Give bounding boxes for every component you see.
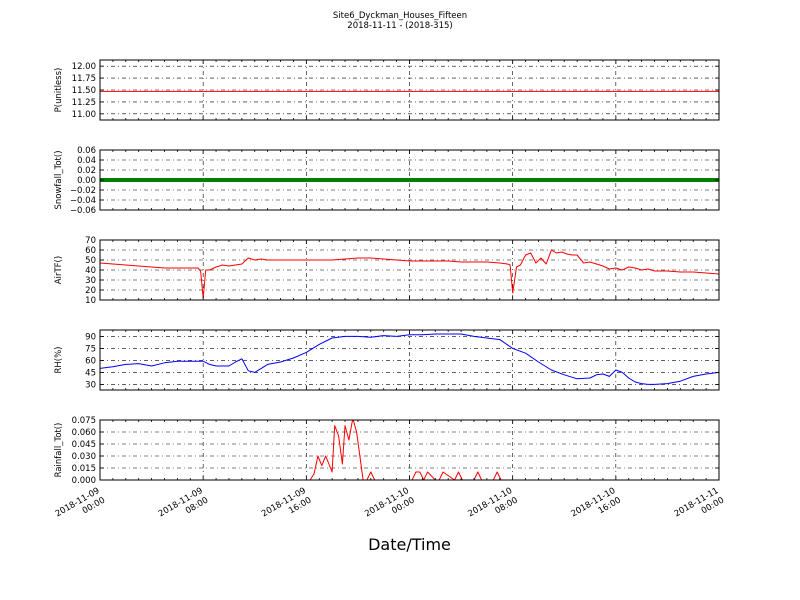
- y-axis-label: RH(%): [54, 346, 64, 373]
- y-axis-label: Snowfall_Tot(): [54, 150, 64, 209]
- y-tick-label: 11.25: [72, 98, 96, 108]
- y-tick-label: 11.50: [72, 86, 96, 96]
- y-tick-label: 0.04: [77, 156, 96, 166]
- subplot-2: −0.06−0.04−0.020.000.020.040.06 Snowfall_…: [54, 146, 720, 216]
- y-tick-label: 75: [85, 344, 96, 354]
- y-tick-label: 50: [85, 256, 96, 266]
- y-axis-label: AirTF(): [54, 256, 64, 284]
- series-line: [100, 333, 719, 385]
- figure-title: Site6_Dyckman_Houses_Fifteen: [332, 11, 468, 21]
- y-tick-label: 12.00: [72, 62, 96, 72]
- y-tick-label: −0.02: [70, 186, 96, 196]
- subplot-4: 30 45 60 75 90 RH(%): [54, 329, 720, 391]
- y-tick-label: 20: [85, 286, 96, 296]
- series-line: [100, 420, 719, 480]
- y-tick-label: 0.06: [77, 146, 96, 156]
- y-tick-label: 60: [85, 356, 96, 366]
- y-tick-label: −0.04: [70, 196, 96, 206]
- y-tick-label: 10: [85, 296, 96, 306]
- y-tick-label: 30: [85, 276, 96, 286]
- subplot-5: 0.000 0.015 0.030 0.045 0.060 0.075 Rainfall_T…: [54, 416, 720, 486]
- y-tick-label: 0.00: [77, 176, 96, 186]
- y-tick-label: 0.075: [72, 416, 96, 426]
- y-tick-label: 40: [85, 266, 96, 276]
- figure-subtitle: 2018-11-11 - (2018-315): [347, 21, 453, 31]
- y-tick-label: 0.060: [72, 428, 96, 438]
- y-axis-label: Rainfall_Tot(): [54, 423, 64, 478]
- y-tick-label: 11.75: [72, 74, 96, 84]
- y-tick-label: 0.045: [72, 440, 96, 450]
- x-axis-label: Date/Time: [368, 535, 451, 554]
- y-tick-label: 60: [85, 246, 96, 256]
- y-tick-label: −0.06: [70, 206, 96, 216]
- y-tick-label: 90: [85, 332, 96, 342]
- y-tick-label: 0.02: [77, 166, 96, 176]
- y-tick-label: 0.030: [72, 452, 96, 462]
- subplot-1: 11.00 11.25 11.50 11.75 12.00 P(unitless): [54, 59, 720, 121]
- y-tick-label: 0.000: [72, 476, 96, 486]
- y-axis-label: P(unitless): [54, 68, 64, 113]
- y-tick-label: 30: [85, 380, 96, 390]
- series-line: [100, 249, 719, 299]
- y-tick-label: 45: [85, 368, 96, 378]
- y-tick-label: 11.00: [72, 110, 96, 120]
- y-tick-label: 70: [85, 236, 96, 246]
- y-tick-label: 0.015: [72, 464, 96, 474]
